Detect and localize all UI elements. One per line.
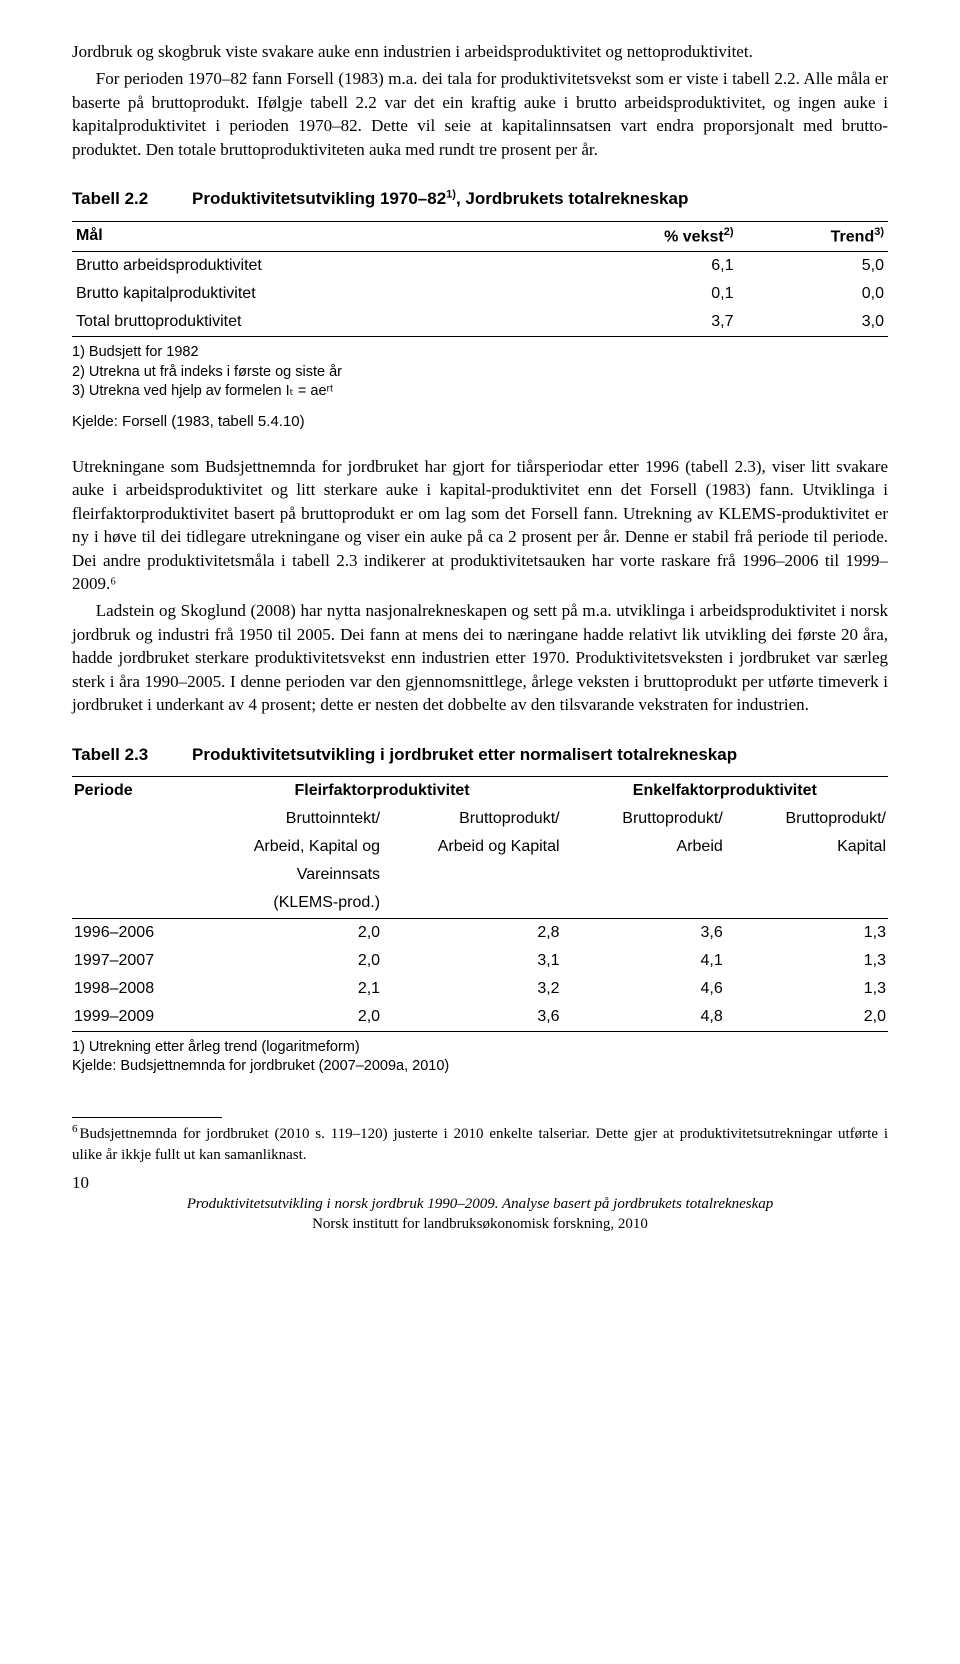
t23-subhead: (KLEMS-prod.) bbox=[72, 889, 888, 918]
footer-line-1: Produktivitetsutvikling i norsk jordbruk… bbox=[72, 1195, 888, 1215]
intro-para-2: For perioden 1970–82 fann Forsell (1983)… bbox=[72, 67, 888, 161]
table-2-3-title: Produktivitetsutvikling i jordbruket ett… bbox=[192, 743, 737, 766]
table-row: Total bruttoproduktivitet3,73,0 bbox=[72, 308, 888, 337]
table-2-3: Tabell 2.3 Produktivitetsutvikling i jor… bbox=[72, 743, 888, 1077]
intro-para-1: Jordbruk og skogbruk viste svakare auke … bbox=[72, 40, 888, 63]
table-row: 1997–20072,03,14,11,3 bbox=[72, 947, 888, 975]
t23-notes: 1) Utrekning etter årleg trend (logaritm… bbox=[72, 1038, 888, 1077]
t23-col-fleir: Fleirfaktorproduktivitet bbox=[203, 777, 562, 806]
body-para-2: Ladstein og Skoglund (2008) har nytta na… bbox=[72, 599, 888, 716]
t22-notes: 1) Budsjett for 1982 2) Utrekna ut frå i… bbox=[72, 343, 888, 402]
page-footer: 10 Produktivitetsutvikling i norsk jordb… bbox=[72, 1171, 888, 1234]
t23-col-enkel: Enkelfaktorproduktivitet bbox=[562, 777, 888, 806]
table-2-2-title: Produktivitetsutvikling 1970–821), Jordb… bbox=[192, 187, 688, 210]
t23-subhead: Vareinnsats bbox=[72, 861, 888, 889]
t23-subhead: Arbeid, Kapital og Arbeid og Kapital Arb… bbox=[72, 833, 888, 861]
footnote-6: 6Budsjettnemnda for jordbruket (2010 s. … bbox=[72, 1122, 888, 1165]
table-2-2-grid: Mål % vekst2) Trend3) Brutto arbeidsprod… bbox=[72, 221, 888, 338]
t23-subhead: Bruttoinntekt/ Bruttoprodukt/ Bruttoprod… bbox=[72, 805, 888, 833]
table-2-2-label: Tabell 2.2 bbox=[72, 187, 192, 210]
table-2-3-grid: Periode Fleirfaktorproduktivitet Enkelfa… bbox=[72, 776, 888, 1032]
t22-col2: % vekst2) bbox=[548, 221, 738, 251]
t22-col1: Mål bbox=[72, 221, 548, 251]
table-2-3-label: Tabell 2.3 bbox=[72, 743, 192, 766]
table-2-2: Tabell 2.2 Produktivitetsutvikling 1970–… bbox=[72, 187, 888, 432]
table-row: Brutto arbeidsproduktivitet6,15,0 bbox=[72, 252, 888, 281]
t22-source: Kjelde: Forsell (1983, tabell 5.4.10) bbox=[72, 412, 888, 433]
table-row: 1999–20092,03,64,82,0 bbox=[72, 1003, 888, 1032]
t22-col3: Trend3) bbox=[737, 221, 888, 251]
t23-col-period: Periode bbox=[72, 777, 203, 806]
table-row: Brutto kapitalproduktivitet0,10,0 bbox=[72, 280, 888, 308]
body-para-1: Utrekningane som Budsjettnemnda for jord… bbox=[72, 455, 888, 596]
footnote-rule bbox=[72, 1117, 222, 1118]
table-row: 1996–20062,02,83,61,3 bbox=[72, 918, 888, 947]
table-row: 1998–20082,13,24,61,3 bbox=[72, 975, 888, 1003]
footer-line-2: Norsk institutt for landbruksøkonomisk f… bbox=[72, 1215, 888, 1235]
page-number: 10 bbox=[72, 1173, 89, 1192]
